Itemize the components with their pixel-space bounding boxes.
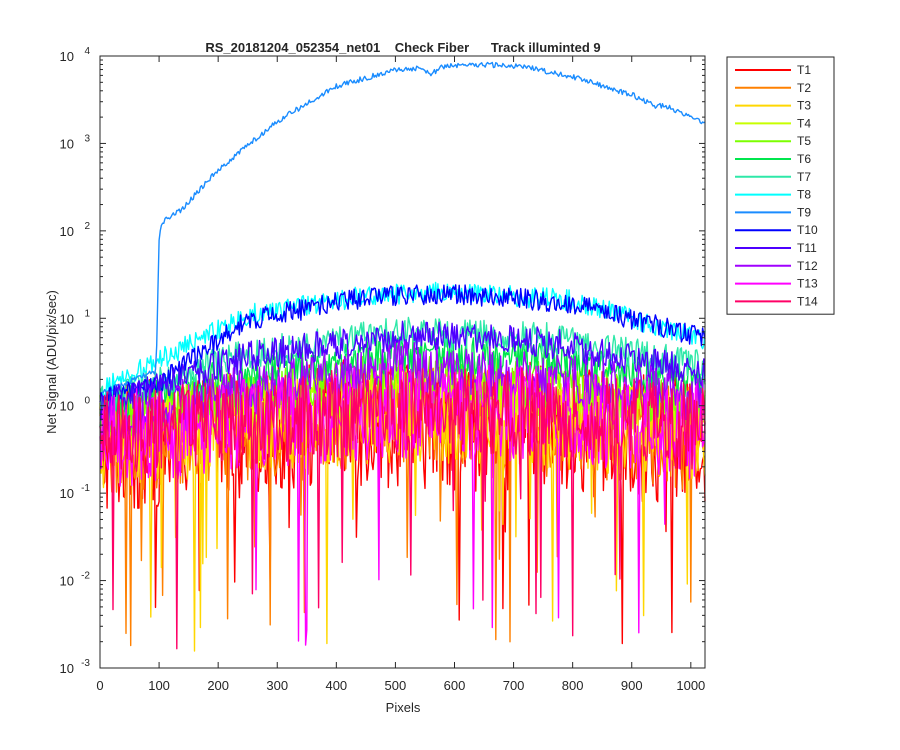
legend-label: T8 [797, 188, 811, 202]
x-tick-label: 0 [96, 678, 103, 693]
x-tick-label: 500 [385, 678, 407, 693]
y-tick-base: 10 [60, 486, 74, 501]
y-tick-base: 10 [60, 399, 74, 414]
y-tick-base: 10 [60, 136, 74, 151]
chart-title: RS_20181204_052354_net01 Check Fiber Tra… [205, 40, 600, 55]
y-tick-exponent: 2 [84, 221, 90, 232]
x-tick-label: 800 [562, 678, 584, 693]
series-line-t9 [99, 61, 706, 395]
y-tick-label: 10 -3 [60, 658, 91, 676]
legend-label: T10 [797, 223, 818, 237]
legend-label: T6 [797, 152, 811, 166]
series-line-t14 [99, 367, 706, 650]
plot-frame [99, 55, 706, 669]
legend-label: T14 [797, 294, 818, 308]
x-tick-label: 600 [444, 678, 466, 693]
y-tick-label: 10 -1 [60, 483, 91, 501]
x-axis-label: Pixels [386, 700, 421, 715]
series-line-t10 [99, 284, 706, 406]
legend-label: T13 [797, 277, 818, 291]
y-tick-label: 10 4 [60, 46, 91, 64]
legend-label: T7 [797, 170, 811, 184]
y-tick-base: 10 [60, 311, 74, 326]
y-tick-exponent: -1 [81, 483, 90, 494]
y-tick-exponent: 1 [84, 308, 90, 319]
series-layer [99, 61, 706, 652]
y-tick-label: 10 3 [60, 133, 91, 151]
y-tick-label: 10 1 [60, 308, 91, 326]
y-tick-exponent: 0 [84, 396, 90, 407]
legend: T1 T2 T3 T4 T5 T6 T7 T8 T9 T10 T11 T12 T13 T14 [726, 56, 835, 315]
legend-box [726, 56, 835, 315]
x-tick-label: 700 [503, 678, 525, 693]
y-tick-label: 10 2 [60, 221, 91, 239]
x-tick-label: 200 [207, 678, 229, 693]
y-tick-base: 10 [60, 574, 74, 589]
x-tick-label: 400 [325, 678, 347, 693]
x-tick-label: 300 [266, 678, 288, 693]
legend-label: T12 [797, 259, 818, 273]
legend-label: T9 [797, 205, 811, 219]
y-tick-label: 10 0 [60, 396, 91, 414]
legend-label: T2 [797, 81, 811, 95]
y-tick-exponent: -3 [81, 658, 90, 669]
y-tick-base: 10 [60, 224, 74, 239]
x-tick-label: 900 [621, 678, 643, 693]
legend-label: T4 [797, 116, 811, 130]
legend-label: T3 [797, 99, 811, 113]
y-tick-exponent: 3 [84, 133, 90, 144]
y-tick-base: 10 [60, 661, 74, 676]
legend-label: T5 [797, 134, 811, 148]
series-line-t13 [99, 362, 706, 646]
legend-label: T1 [797, 63, 811, 77]
y-tick-exponent: -2 [81, 571, 90, 582]
x-tick-label: 1000 [676, 678, 705, 693]
x-axis: 0 100 200 300 400 500 600 700 800 900 1000 [96, 56, 705, 693]
legend-label: T11 [797, 241, 817, 255]
y-axis-label: Net Signal (ADU/pix/sec) [44, 290, 59, 434]
y-axis: 10 -3 10 -2 10 -1 10 0 10 1 10 2 10 3 10 4 [60, 46, 705, 676]
y-tick-label: 10 -2 [60, 571, 91, 589]
x-tick-label: 100 [148, 678, 170, 693]
y-tick-exponent: 4 [84, 46, 90, 57]
y-tick-base: 10 [60, 49, 74, 64]
